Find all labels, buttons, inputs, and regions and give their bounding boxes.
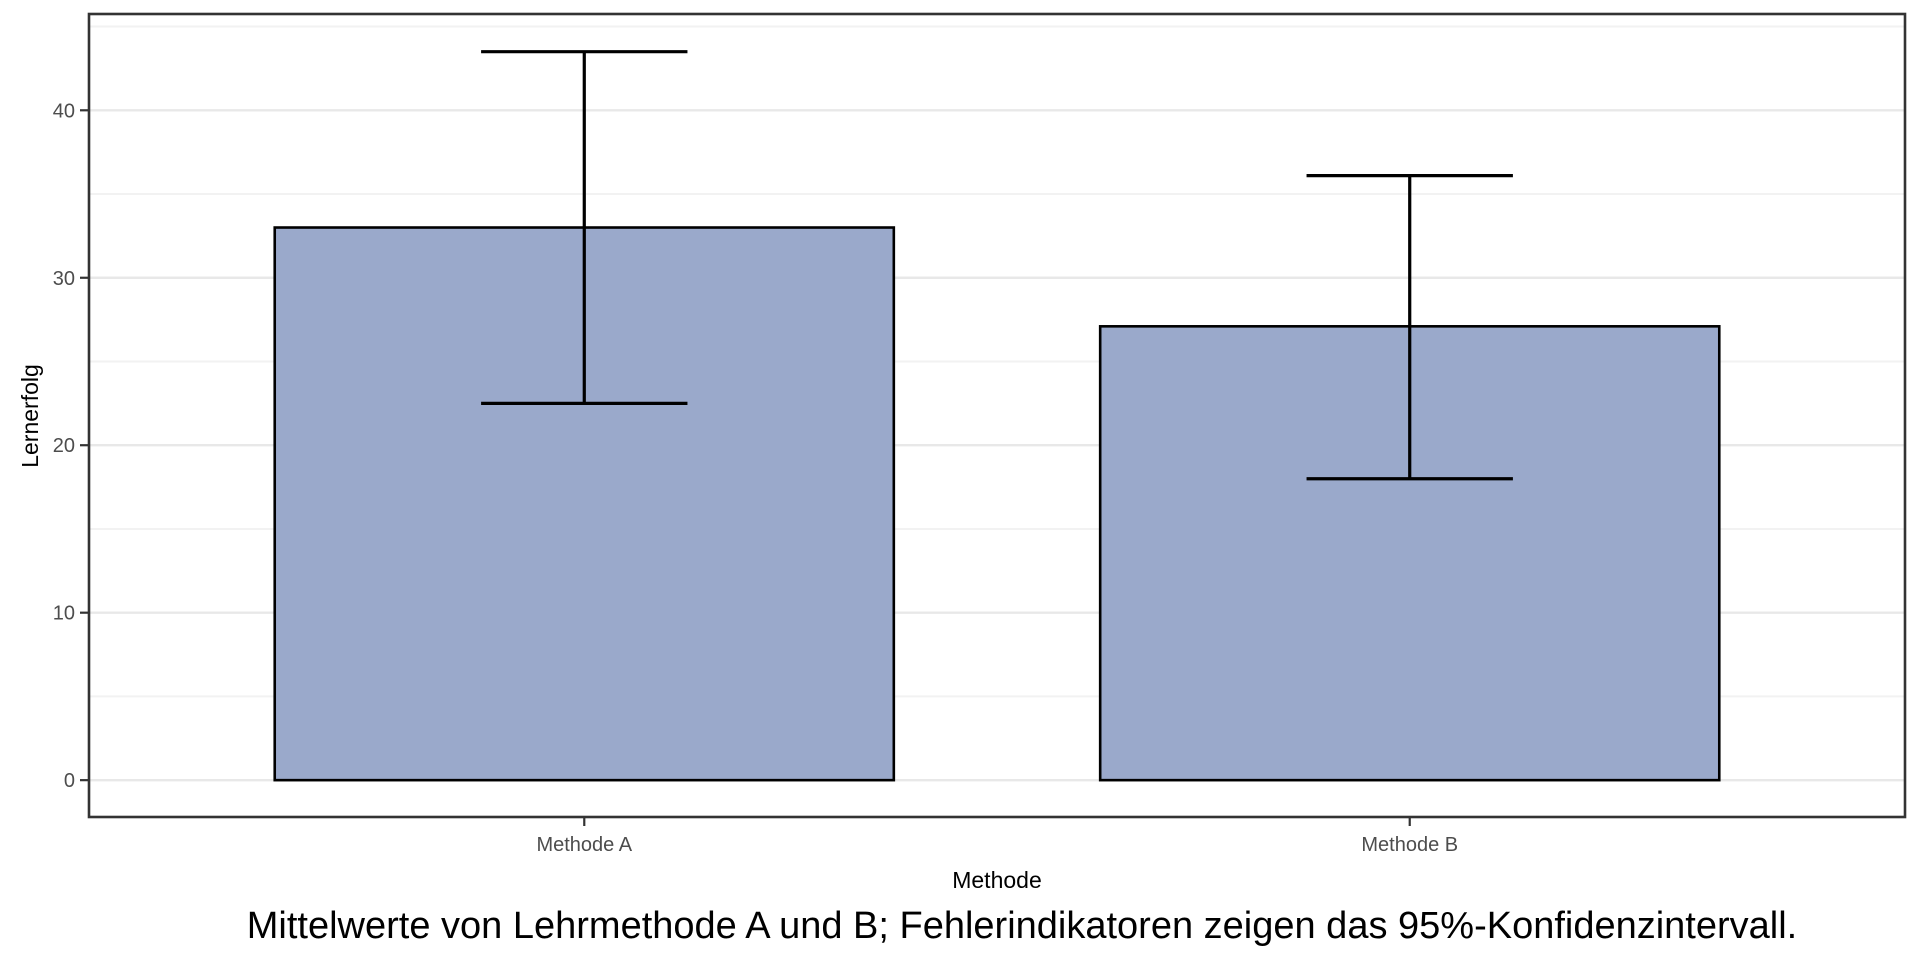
y-axis-title: Lernerfolg — [17, 364, 43, 468]
error-bars-layer — [481, 50, 1513, 481]
y-tick-label-10: 10 — [53, 603, 75, 625]
x-axis-title: Methode — [952, 867, 1042, 893]
y-tick-label-30: 30 — [53, 268, 75, 290]
panel-border-layer — [87, 12, 1907, 819]
y-tick-label-0: 0 — [64, 770, 75, 792]
y-tick-label-40: 40 — [53, 100, 75, 122]
y-tick-label-20: 20 — [53, 435, 75, 457]
figure-caption: Mittelwerte von Lehrmethode A und B; Feh… — [247, 905, 1797, 947]
panel-border — [87, 12, 1907, 819]
x-tick-label-methode-a: Methode A — [536, 834, 632, 856]
x-tick-label-methode-b: Methode B — [1361, 834, 1458, 856]
axis-layer: 0 10 20 30 40 Methode A Methode B — [53, 100, 1458, 856]
